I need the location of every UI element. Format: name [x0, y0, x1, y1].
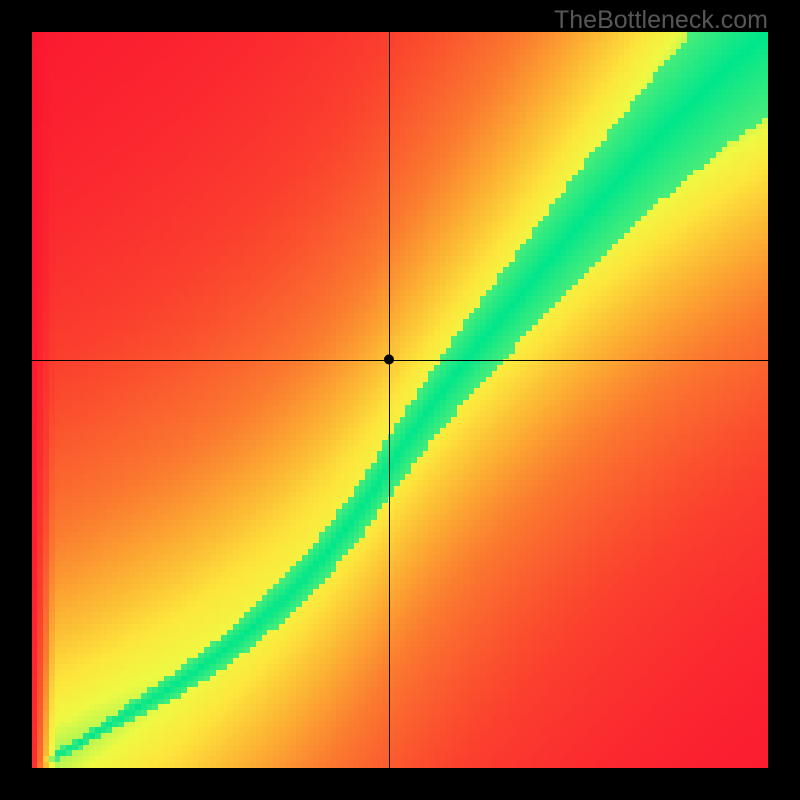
- watermark-label: TheBottleneck.com: [554, 6, 768, 35]
- bottleneck-heatmap: [32, 32, 768, 768]
- chart-container: TheBottleneck.com: [0, 0, 800, 800]
